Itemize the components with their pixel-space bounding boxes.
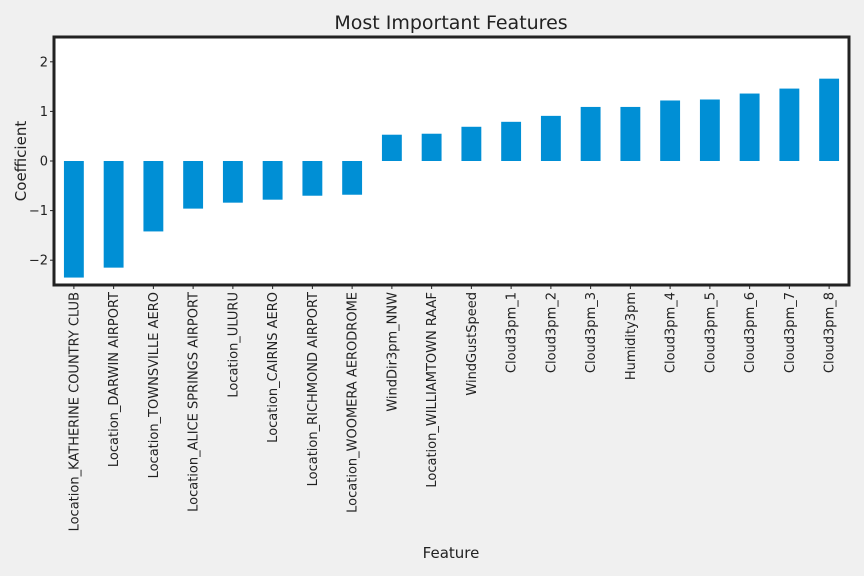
- x-axis-ticks: Location_KATHERINE COUNTRY CLUB Location_…: [67, 285, 838, 531]
- y-tick-label: −1: [29, 204, 48, 219]
- x-tick-label: Cloud3pm_5: [703, 292, 718, 373]
- plot-frame: [52, 35, 851, 287]
- plot-area: [54, 37, 849, 285]
- x-tick-label: Cloud3pm_1: [505, 292, 520, 373]
- bar: [262, 161, 283, 200]
- x-tick-label: Location_RICHMOND AIRPORT: [306, 292, 321, 486]
- bar: [620, 106, 641, 161]
- x-tick-label: Location_WOOMERA AERODROME: [346, 292, 361, 513]
- bar: [381, 134, 402, 161]
- x-tick-label: Location_TOWNSVILLE AERO: [147, 292, 162, 478]
- bar: [103, 161, 124, 268]
- x-tick-label: Location_ALICE SPRINGS AIRPORT: [187, 292, 202, 512]
- x-tick-label: Cloud3pm_2: [544, 292, 559, 373]
- x-tick-label: Humidity3pm: [624, 292, 639, 380]
- x-tick-label: Cloud3pm_8: [823, 292, 838, 373]
- bar: [699, 99, 720, 161]
- x-tick-label: Location_WILLIAMTOWN RAAF: [425, 292, 440, 488]
- bar: [501, 121, 522, 161]
- y-axis-ticks: −2 −1 0 1 2: [29, 55, 54, 269]
- bar: [580, 106, 601, 161]
- bar: [302, 161, 323, 196]
- bar: [421, 133, 442, 161]
- bar: [342, 161, 363, 195]
- bar: [183, 161, 204, 209]
- bars-group: [63, 78, 840, 278]
- x-tick-label: Cloud3pm_6: [743, 292, 758, 373]
- bar: [143, 161, 164, 232]
- y-tick-label: 2: [40, 55, 48, 70]
- x-tick-label: Cloud3pm_3: [584, 292, 599, 373]
- bar: [461, 126, 482, 161]
- bar: [222, 161, 243, 203]
- y-tick-label: 0: [40, 155, 48, 170]
- y-tick-label: −2: [29, 254, 48, 269]
- x-tick-label: Location_KATHERINE COUNTRY CLUB: [67, 292, 82, 531]
- bar: [779, 88, 800, 161]
- chart-title: Most Important Features: [334, 12, 567, 34]
- x-tick-label: Location_DARWIN AIRPORT: [107, 292, 122, 467]
- bar: [660, 100, 681, 161]
- x-tick-label: WindDir3pm_NNW: [385, 292, 400, 412]
- y-tick-label: 1: [40, 105, 48, 120]
- x-axis-label: Feature: [423, 544, 480, 562]
- x-tick-label: WindGustSpeed: [465, 292, 480, 396]
- x-tick-label: Cloud3pm_7: [783, 292, 798, 373]
- bar: [63, 161, 84, 278]
- bar: [819, 78, 840, 161]
- x-tick-label: Cloud3pm_4: [664, 292, 679, 373]
- y-axis-label: Coefficient: [12, 121, 30, 202]
- bar: [540, 115, 561, 161]
- bar: [739, 93, 760, 161]
- x-tick-label: Location_ULURU: [226, 292, 241, 398]
- x-tick-label: Location_CAIRNS AERO: [266, 292, 281, 443]
